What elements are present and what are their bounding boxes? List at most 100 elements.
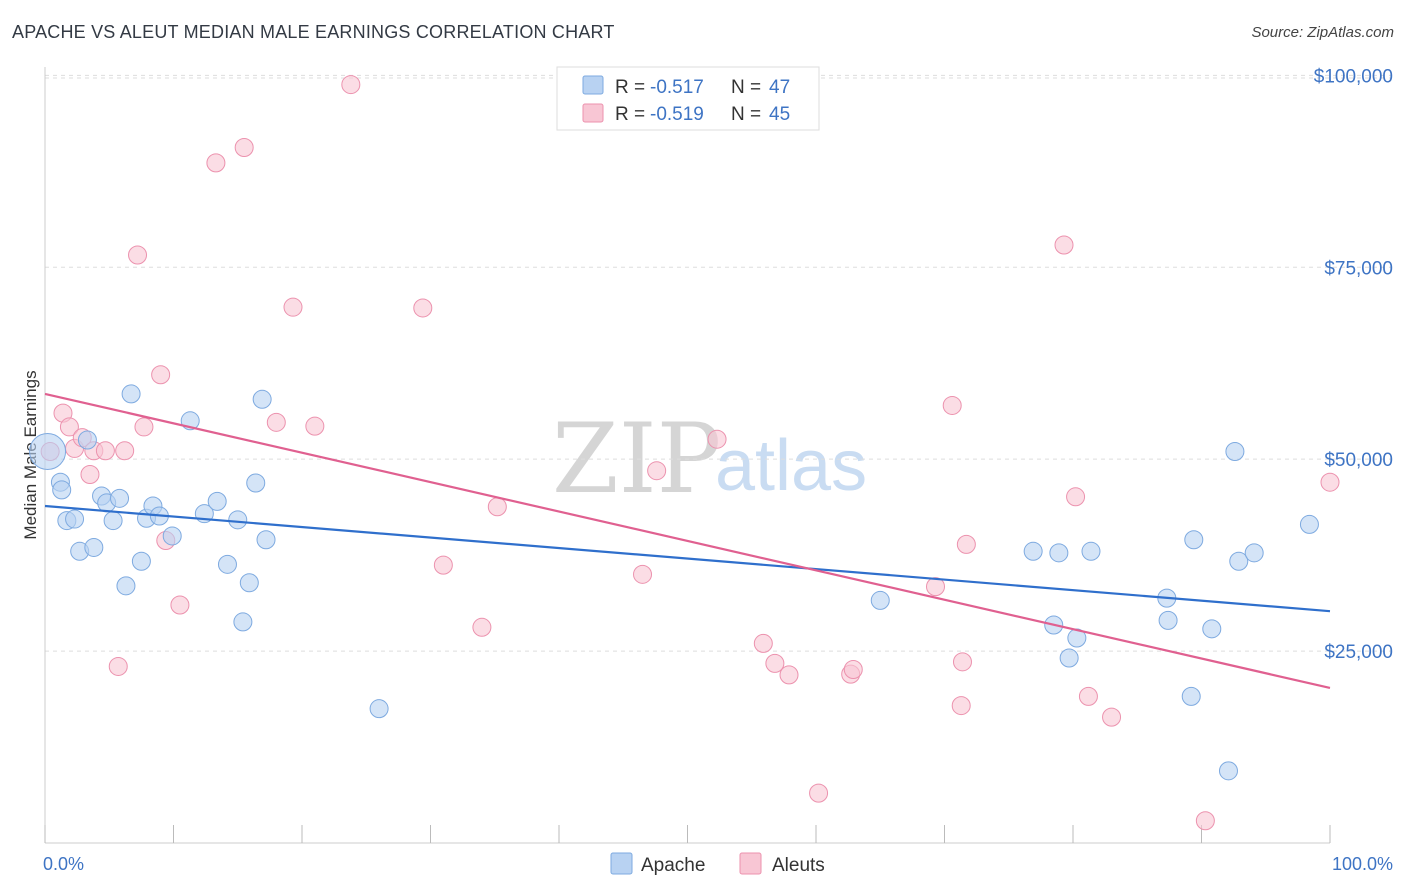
aleut-point: [1102, 707, 1122, 727]
apache-series-swatch: [610, 852, 633, 875]
apache-point: [162, 526, 182, 546]
apache-series-label: Apache: [641, 855, 705, 876]
x-tick-labels: 0.0% 100.0%: [43, 854, 1393, 874]
aleut-point: [809, 783, 829, 803]
apache-point: [84, 537, 104, 557]
apache-point: [1225, 442, 1245, 461]
aleut-n-value: 45: [769, 104, 790, 125]
source-label: Source: ZipAtlas.com: [1251, 24, 1394, 41]
apache-point: [239, 573, 259, 593]
aleut-point: [843, 660, 863, 680]
apache-point: [110, 488, 130, 508]
aleut-point: [234, 138, 254, 158]
aleut-point: [951, 696, 971, 716]
aleut-point: [115, 441, 135, 461]
stats-legend: R = -0.517 N = 47 R = -0.519 N = 45: [556, 66, 820, 131]
chart-title: APACHE VS ALEUT MEDIAN MALE EARNINGS COR…: [12, 22, 615, 42]
apache-point: [1202, 619, 1222, 639]
aleut-point: [926, 577, 946, 597]
apache-point: [1218, 761, 1238, 781]
apache-point: [1181, 686, 1201, 706]
aleut-point: [341, 75, 361, 95]
aleut-point: [1195, 811, 1215, 831]
aleut-point: [59, 417, 79, 437]
aleut-point: [266, 412, 286, 432]
apache-point: [52, 480, 72, 500]
aleut-point: [206, 153, 226, 173]
series-legend: Apache Aleuts: [610, 852, 825, 876]
aleut-point: [413, 298, 433, 318]
aleut-point: [956, 534, 976, 554]
aleut-point: [433, 555, 453, 575]
apache-point: [1158, 610, 1178, 630]
apache-point: [252, 389, 272, 409]
aleut-point: [765, 653, 785, 673]
aleut-point: [942, 395, 962, 415]
aleut-point: [80, 465, 100, 485]
aleut-r-value: -0.519: [650, 104, 704, 125]
aleut-point: [283, 297, 303, 317]
apache-r-value: -0.517: [650, 77, 704, 98]
apache-point: [65, 509, 85, 529]
apache-point: [246, 473, 266, 493]
aleut-point: [753, 633, 773, 653]
apache-legend-swatch: [582, 75, 604, 95]
aleut-point: [305, 416, 325, 436]
apache-point: [1049, 543, 1069, 563]
apache-point: [121, 384, 141, 404]
aleut-series-swatch: [739, 852, 762, 875]
apache-r-label: R =: [615, 77, 645, 98]
apache-points: [29, 384, 1319, 781]
aleut-point: [1054, 235, 1074, 255]
apache-point: [1059, 648, 1079, 668]
aleut-point: [151, 365, 171, 385]
aleut-point: [487, 497, 507, 517]
watermark-atlas: atlas: [715, 426, 867, 506]
apache-point: [217, 554, 237, 574]
aleut-point: [170, 595, 190, 615]
aleut-n-label: N =: [731, 104, 761, 125]
apache-point: [29, 433, 67, 470]
y-tick-label: $100,000: [1314, 66, 1393, 87]
aleut-point: [134, 417, 154, 437]
apache-point: [1229, 551, 1249, 571]
aleut-point: [1066, 487, 1086, 507]
apache-point: [131, 551, 151, 571]
apache-point: [233, 612, 253, 632]
apache-point: [1299, 514, 1319, 534]
apache-point: [1244, 543, 1264, 563]
aleut-point: [952, 652, 972, 672]
apache-point: [103, 511, 123, 531]
aleut-legend-swatch: [582, 103, 604, 123]
apache-point: [77, 430, 97, 450]
apache-point: [1023, 541, 1043, 561]
aleut-point: [707, 429, 727, 449]
aleut-point: [1320, 472, 1340, 492]
aleut-trend-line: [44, 392, 1331, 690]
aleut-point: [779, 665, 799, 685]
y-tick-label: $25,000: [1324, 642, 1393, 663]
aleut-point: [1078, 686, 1098, 706]
aleut-r-label: R =: [615, 104, 645, 125]
aleut-point: [647, 461, 667, 481]
apache-point: [1184, 530, 1204, 550]
y-tick-label: $50,000: [1324, 450, 1393, 471]
apache-point: [870, 590, 890, 610]
trend-lines: [44, 392, 1331, 690]
apache-n-value: 47: [769, 77, 790, 98]
apache-point: [369, 699, 389, 719]
apache-point: [116, 576, 136, 596]
apache-point: [228, 510, 248, 530]
x-tick-label-end: 100.0%: [1332, 854, 1393, 874]
gridlines: [45, 74, 1392, 652]
aleut-point: [108, 656, 128, 676]
apache-n-label: N =: [731, 77, 761, 98]
apache-point: [207, 491, 227, 511]
apache-point: [1081, 541, 1101, 561]
aleut-point: [95, 441, 115, 461]
aleut-point: [128, 245, 148, 265]
apache-point: [256, 530, 276, 550]
y-tick-label: $75,000: [1324, 258, 1393, 279]
aleut-series-label: Aleuts: [772, 855, 825, 876]
